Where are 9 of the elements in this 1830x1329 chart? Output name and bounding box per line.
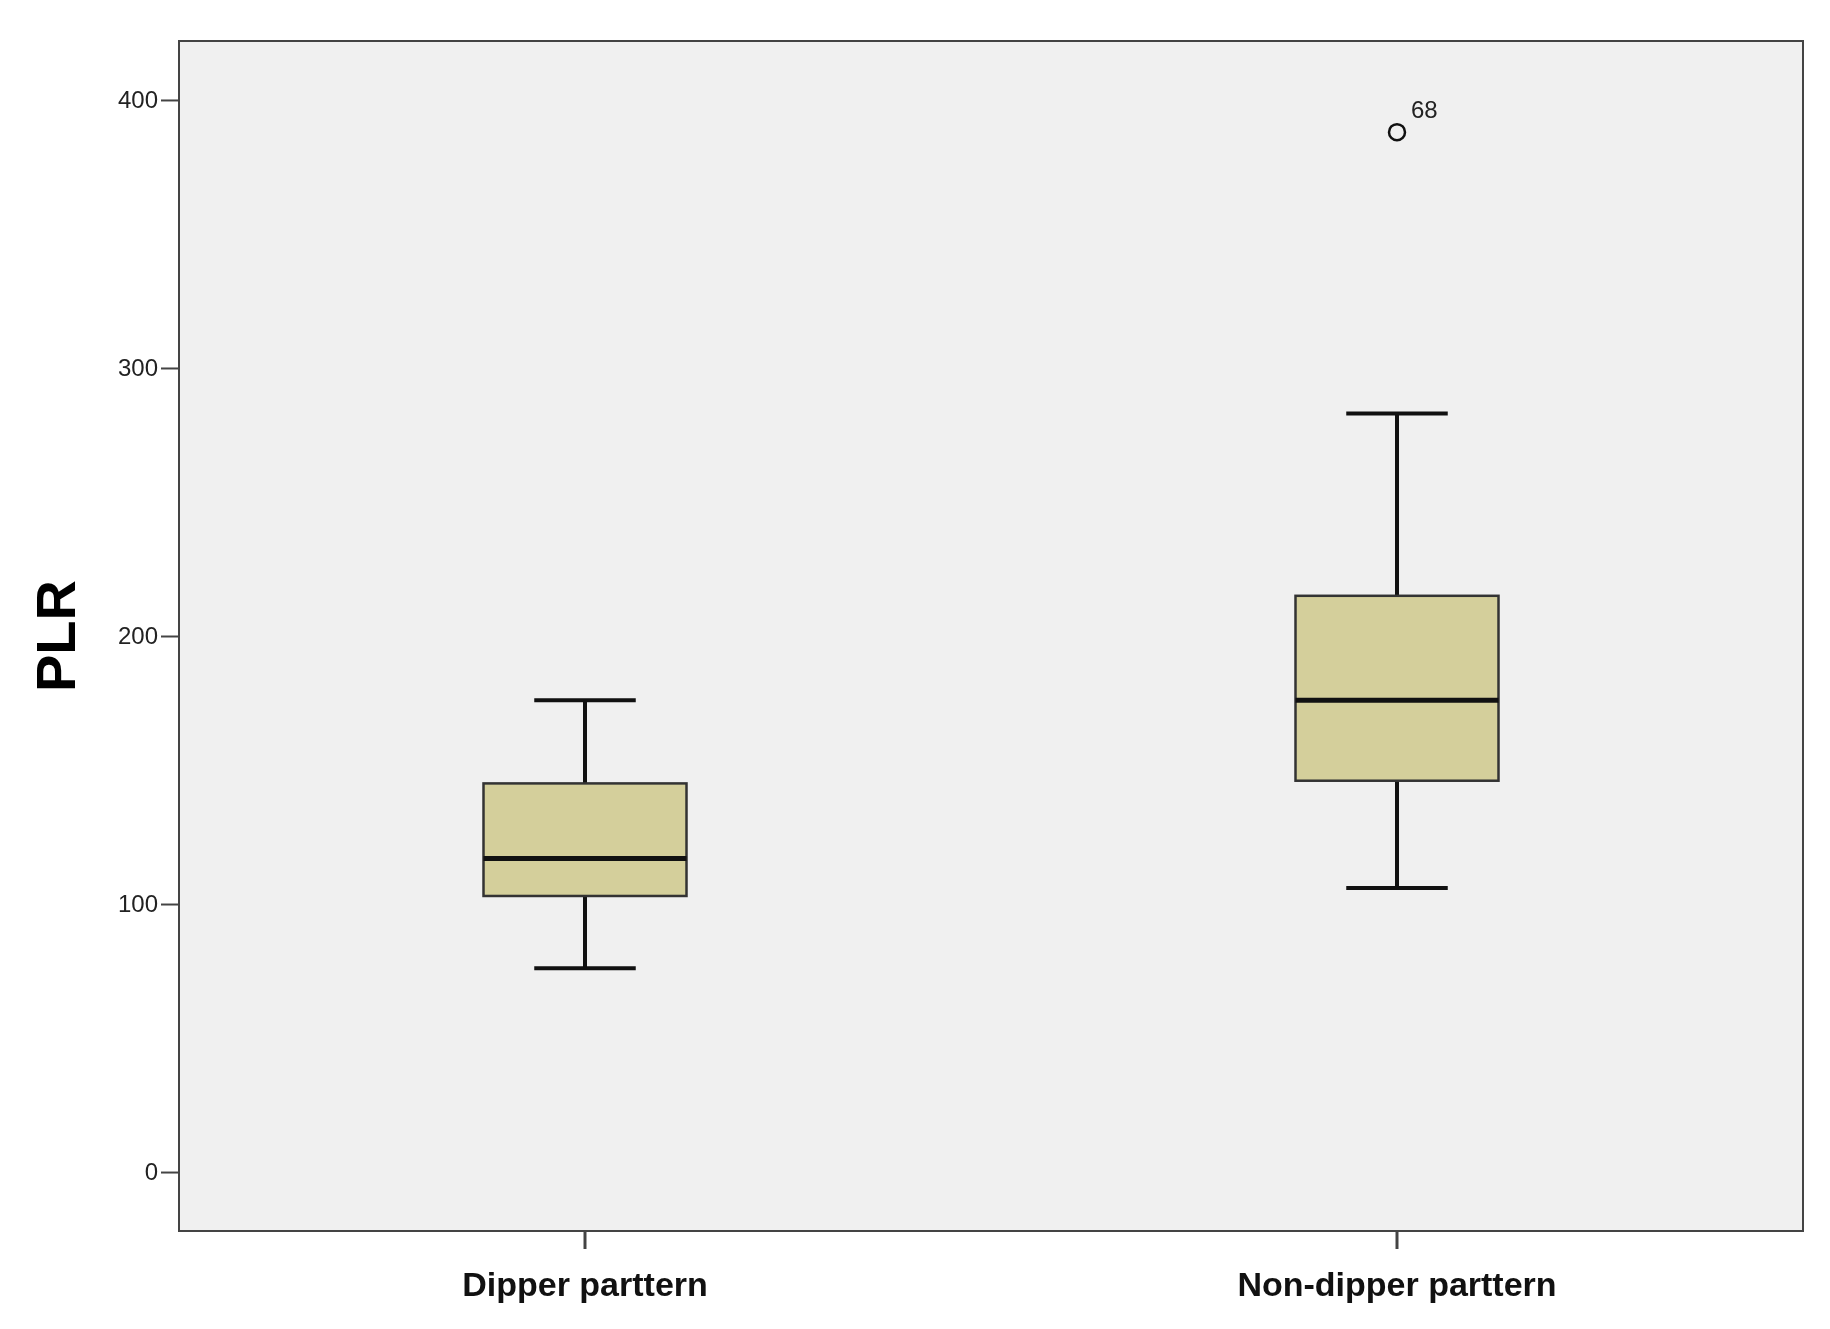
y-tick-label: 200 bbox=[117, 622, 158, 650]
x-tick-label: Dipper parttern bbox=[462, 1265, 708, 1304]
y-tick-label: 400 bbox=[117, 86, 158, 114]
annotation: 68 bbox=[1411, 96, 1438, 124]
y-tick-label: 300 bbox=[117, 354, 158, 382]
y-axis-title: PLR bbox=[24, 580, 87, 692]
x-tick-label: Non-dipper parttern bbox=[1237, 1265, 1557, 1304]
y-tick-label: 0 bbox=[144, 1158, 158, 1186]
y-tick-label: 100 bbox=[117, 890, 158, 918]
